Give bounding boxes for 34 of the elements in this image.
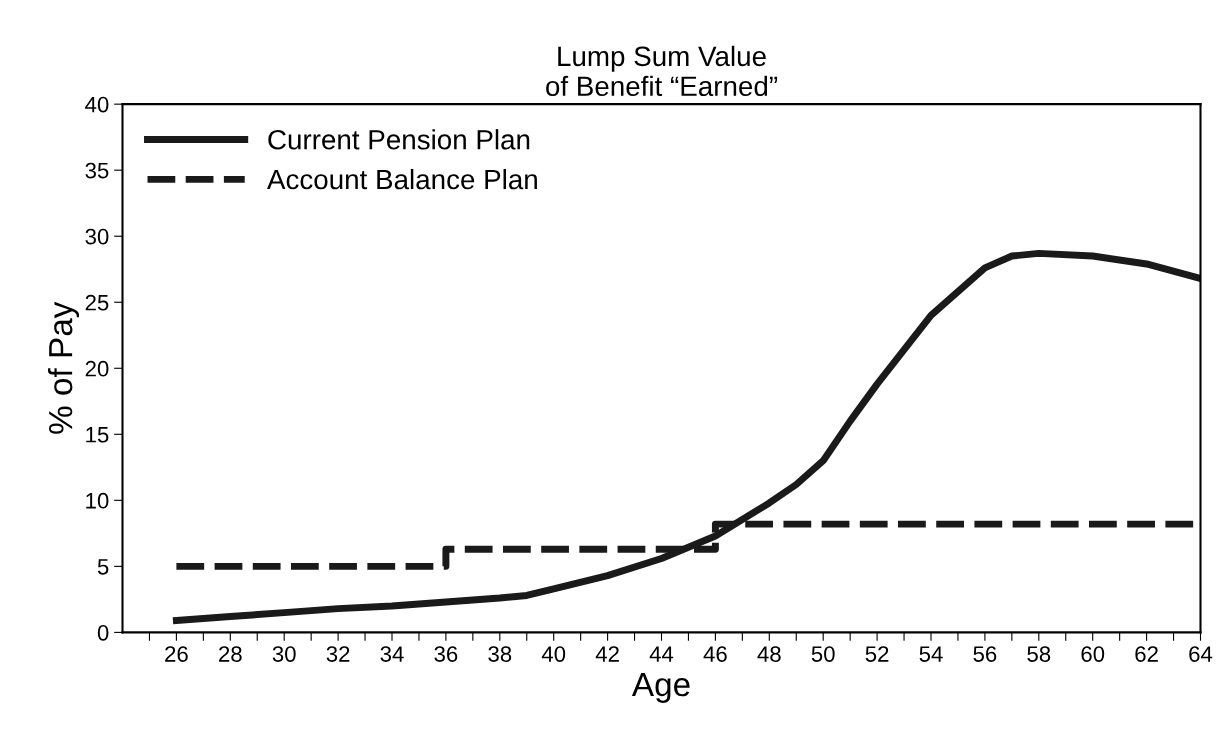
x-tick-label: 54 [919, 646, 943, 662]
y-axis-title: % of Pay [48, 301, 80, 434]
legend-label: Account Balance Plan [267, 168, 537, 190]
x-tick-label: 56 [973, 646, 997, 662]
y-tick-label: 30 [85, 228, 109, 245]
x-tick-label: 42 [595, 646, 619, 662]
x-tick-label: 28 [219, 646, 242, 662]
y-tick-label: 15 [86, 427, 109, 443]
x-tick-label: 46 [703, 646, 727, 662]
x-tick-label: 58 [1027, 646, 1051, 662]
x-tick-label: 30 [272, 646, 296, 662]
x-tick-label: 48 [757, 646, 781, 662]
x-tick-label: 40 [541, 646, 566, 662]
x-tick-label: 34 [380, 646, 404, 662]
x-tick-label: 44 [649, 646, 674, 662]
x-tick-label: 62 [1135, 646, 1158, 662]
y-tick-label: 35 [85, 162, 109, 179]
y-tick-label: 20 [85, 360, 109, 377]
x-axis-title: Age [631, 673, 690, 703]
y-tick-label: 40 [85, 96, 109, 113]
x-tick-label: 26 [165, 646, 188, 662]
x-tick-label: 38 [488, 646, 512, 662]
x-tick-label: 50 [811, 646, 835, 662]
y-tick-label: 25 [85, 294, 109, 311]
legend-label: Current Pension Plan [268, 129, 530, 150]
chart-title: Lump Sum Value of Benefit “Earned” [546, 45, 778, 97]
y-tick-label: 5 [97, 559, 109, 575]
x-tick-label: 32 [326, 646, 350, 662]
x-tick-label: 64 [1189, 646, 1213, 662]
y-tick-label: 0 [97, 624, 109, 641]
x-tick-label: 60 [1081, 646, 1105, 662]
x-tick-label: 36 [434, 646, 458, 662]
y-tick-label: 10 [86, 492, 109, 509]
x-tick-label: 52 [865, 646, 889, 662]
